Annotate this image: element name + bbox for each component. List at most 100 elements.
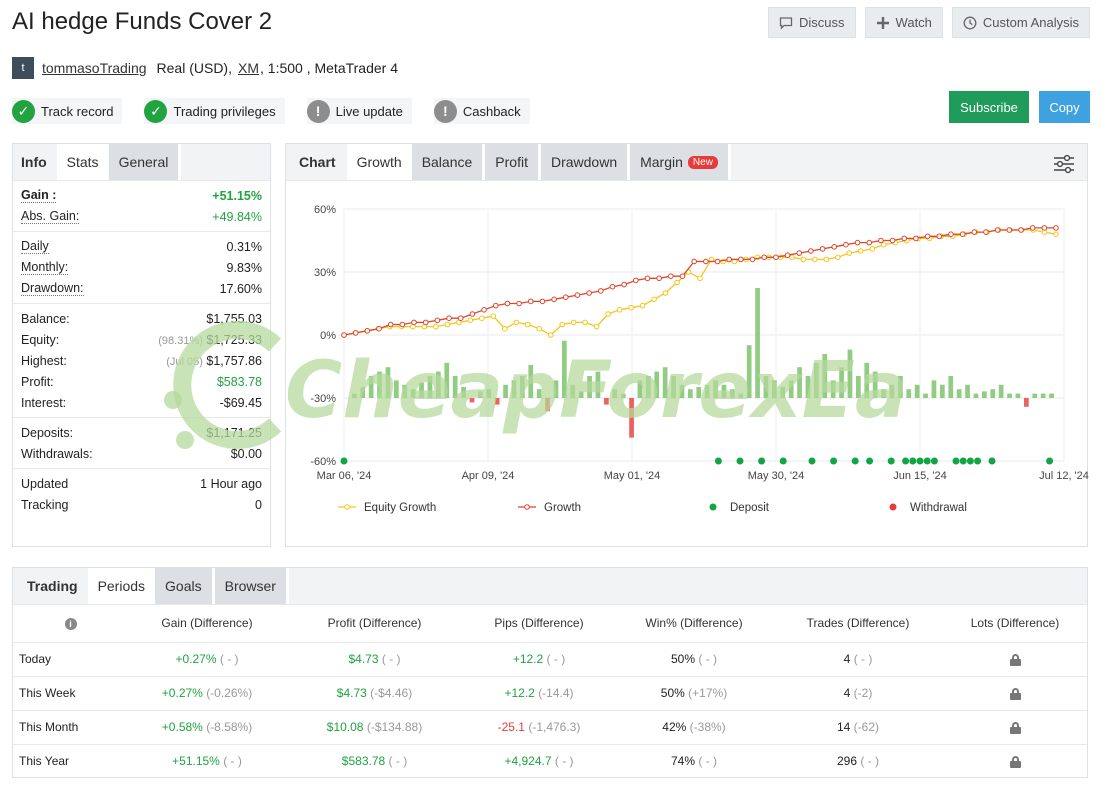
growth-point — [854, 239, 861, 246]
growth-point — [376, 325, 382, 332]
growth-point — [586, 290, 592, 296]
daily-bar — [511, 380, 517, 398]
daily-bar — [377, 371, 382, 398]
daily-value: 0.31% — [226, 239, 262, 254]
growth-chart[interactable]: 60% 30% 0% -30% -60% Mar 06, '24 Apr 09, '24 Ma… — [286, 182, 1089, 548]
daily-bar — [864, 362, 870, 398]
profit-cell: $4.73 — [348, 652, 379, 666]
growth-point — [562, 294, 569, 300]
equity-label: Equity: — [21, 332, 60, 347]
chart-settings-icon[interactable] — [1053, 154, 1075, 177]
growth-point — [633, 277, 639, 284]
updated-label: Updated — [21, 476, 69, 491]
profit-diff: (-$134.88) — [366, 720, 423, 734]
daily-bar — [889, 384, 895, 398]
owner-username-link[interactable]: tommasoTrading — [42, 60, 147, 76]
lock-icon — [1009, 756, 1021, 769]
daily-bar — [830, 380, 836, 398]
y-tick-label: 30% — [314, 267, 336, 279]
badge-trading-privileges: ✓ Trading privileges — [144, 98, 285, 124]
drawdown-label: Drawdown: — [21, 281, 84, 296]
gain-diff: ( - ) — [219, 652, 239, 666]
tab-stats[interactable]: Stats — [56, 144, 109, 180]
win-cell: 74% — [670, 754, 696, 769]
daily-bar — [419, 382, 424, 398]
withdrawals-label: Withdrawals: — [21, 446, 93, 461]
profit-cell: $4.73 — [336, 686, 367, 700]
account-type: Real (USD), — [156, 60, 232, 76]
check-icon: ✓ — [144, 99, 168, 123]
daily-bar — [780, 387, 786, 398]
growth-point — [504, 300, 511, 307]
legend-label-equity-growth: Equity Growth — [364, 502, 436, 514]
tracking-label: Tracking — [21, 497, 69, 512]
tab-general[interactable]: General — [108, 144, 182, 180]
tab-profit[interactable]: Profit — [485, 144, 541, 180]
drawdown-value: 17.60% — [219, 281, 262, 296]
tab-balance[interactable]: Balance — [411, 144, 486, 180]
growth-point — [574, 292, 581, 298]
deposit-marker — [1046, 457, 1054, 465]
daily-bar — [713, 380, 718, 398]
highest-date: (Jul 05) — [166, 355, 203, 368]
daily-bar — [923, 393, 928, 398]
broker-link[interactable]: XM — [238, 60, 259, 76]
tab-periods[interactable]: Periods — [87, 568, 156, 604]
lock-icon — [1009, 687, 1021, 700]
daily-bar — [797, 367, 802, 398]
profit-diff: ( - ) — [388, 754, 408, 769]
daily-bar — [536, 389, 542, 398]
badge-label: Cashback — [462, 103, 521, 119]
discuss-button[interactable]: Discuss — [768, 7, 856, 38]
tab-drawdown[interactable]: Drawdown — [540, 144, 631, 180]
daily-bar — [772, 380, 777, 398]
growth-point — [749, 256, 756, 263]
watch-button[interactable]: Watch — [864, 7, 943, 38]
subscribe-button[interactable]: Subscribe — [949, 91, 1029, 123]
pips-cell: +12.2 — [512, 652, 544, 666]
equity-growth-point — [697, 275, 703, 282]
equity-growth-point — [616, 307, 623, 313]
growth-point — [668, 273, 674, 279]
tab-goals[interactable]: Goals — [155, 568, 215, 604]
deposit-marker — [736, 457, 744, 465]
x-tick-label: Jul 12, '24 — [1039, 470, 1089, 482]
daily-bar — [998, 384, 1004, 398]
account-details: , 1:500 , MetaTrader 4 — [260, 60, 398, 76]
plus-icon — [876, 16, 890, 30]
daily-bar — [730, 389, 735, 398]
col-profit: Profit (Difference) — [286, 605, 463, 643]
growth-point — [796, 250, 803, 256]
y-tick-label: 0% — [320, 330, 336, 342]
growth-point — [1053, 225, 1059, 231]
daily-bar — [452, 376, 458, 398]
gain-diff: (-0.26%) — [206, 686, 253, 700]
equity-growth-point — [501, 325, 508, 332]
period-label: This Week — [13, 676, 128, 711]
col-trades: Trades (Difference) — [773, 605, 943, 643]
periods-panel: Trading Periods Goals Browser i Gain (Di… — [12, 567, 1088, 778]
table-row: This Month +0.58% (-8.58%) $10.08 (-$134… — [13, 710, 1087, 745]
daily-bar — [478, 391, 483, 398]
daily-bar — [587, 376, 592, 398]
growth-point — [924, 233, 931, 240]
info-icon[interactable]: i — [64, 618, 77, 631]
y-tick-label: 60% — [314, 204, 336, 216]
growth-point — [551, 296, 557, 303]
growth-point — [738, 256, 744, 263]
copy-button[interactable]: Copy — [1039, 91, 1090, 123]
deposit-marker — [916, 457, 924, 465]
daily-bar — [898, 376, 903, 398]
pips-diff: (-1,476.3) — [528, 720, 581, 734]
growth-point — [656, 275, 662, 282]
daily-bar — [595, 371, 601, 398]
custom-analysis-button[interactable]: Custom Analysis — [951, 7, 1090, 38]
daily-bar — [528, 365, 534, 398]
tab-browser[interactable]: Browser — [214, 568, 289, 604]
avatar[interactable]: t — [12, 57, 34, 79]
tab-growth[interactable]: Growth — [346, 144, 412, 180]
daily-bar — [394, 380, 399, 398]
daily-bar — [940, 384, 945, 398]
daily-bar — [1040, 393, 1046, 398]
tab-margin[interactable]: Margin New — [630, 144, 731, 180]
